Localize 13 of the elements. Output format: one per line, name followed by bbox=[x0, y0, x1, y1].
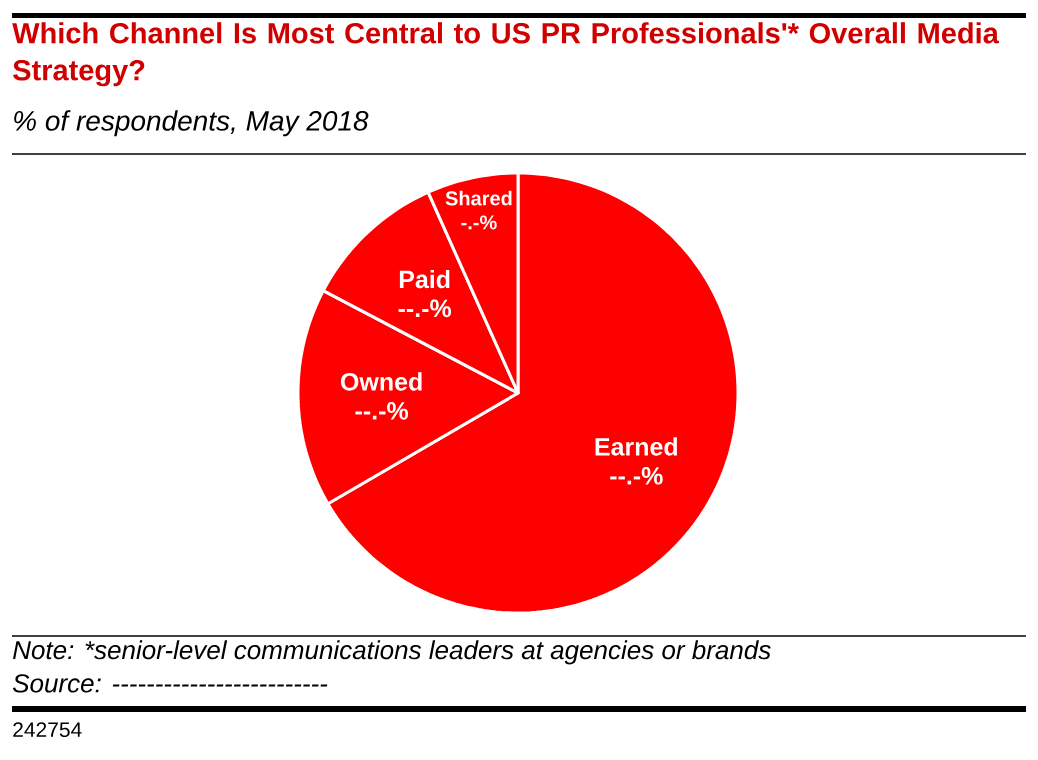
data-label: --.-% bbox=[610, 467, 663, 485]
slice-label: Shared bbox=[445, 190, 512, 206]
source-note: Source: ------------------------- bbox=[12, 674, 328, 693]
data-label: --.-% bbox=[398, 299, 452, 318]
chart-subtitle: % of respondents, May 2018 bbox=[14, 110, 369, 137]
text: Note: *senior-level communications leaders at agencies or brands bbox=[13, 640, 771, 665]
slice-label: Owned bbox=[340, 372, 422, 391]
text: 242754 bbox=[13, 722, 82, 738]
data-label: -.-% bbox=[461, 215, 497, 230]
slice-label: Earned bbox=[595, 437, 678, 456]
slice-label: Paid bbox=[399, 269, 450, 289]
data-label: --.-% bbox=[355, 402, 409, 420]
chart-title: Which Channel Is Most Central to US PR Professionals'* Overall Media Strategy? bbox=[12, 22, 999, 87]
